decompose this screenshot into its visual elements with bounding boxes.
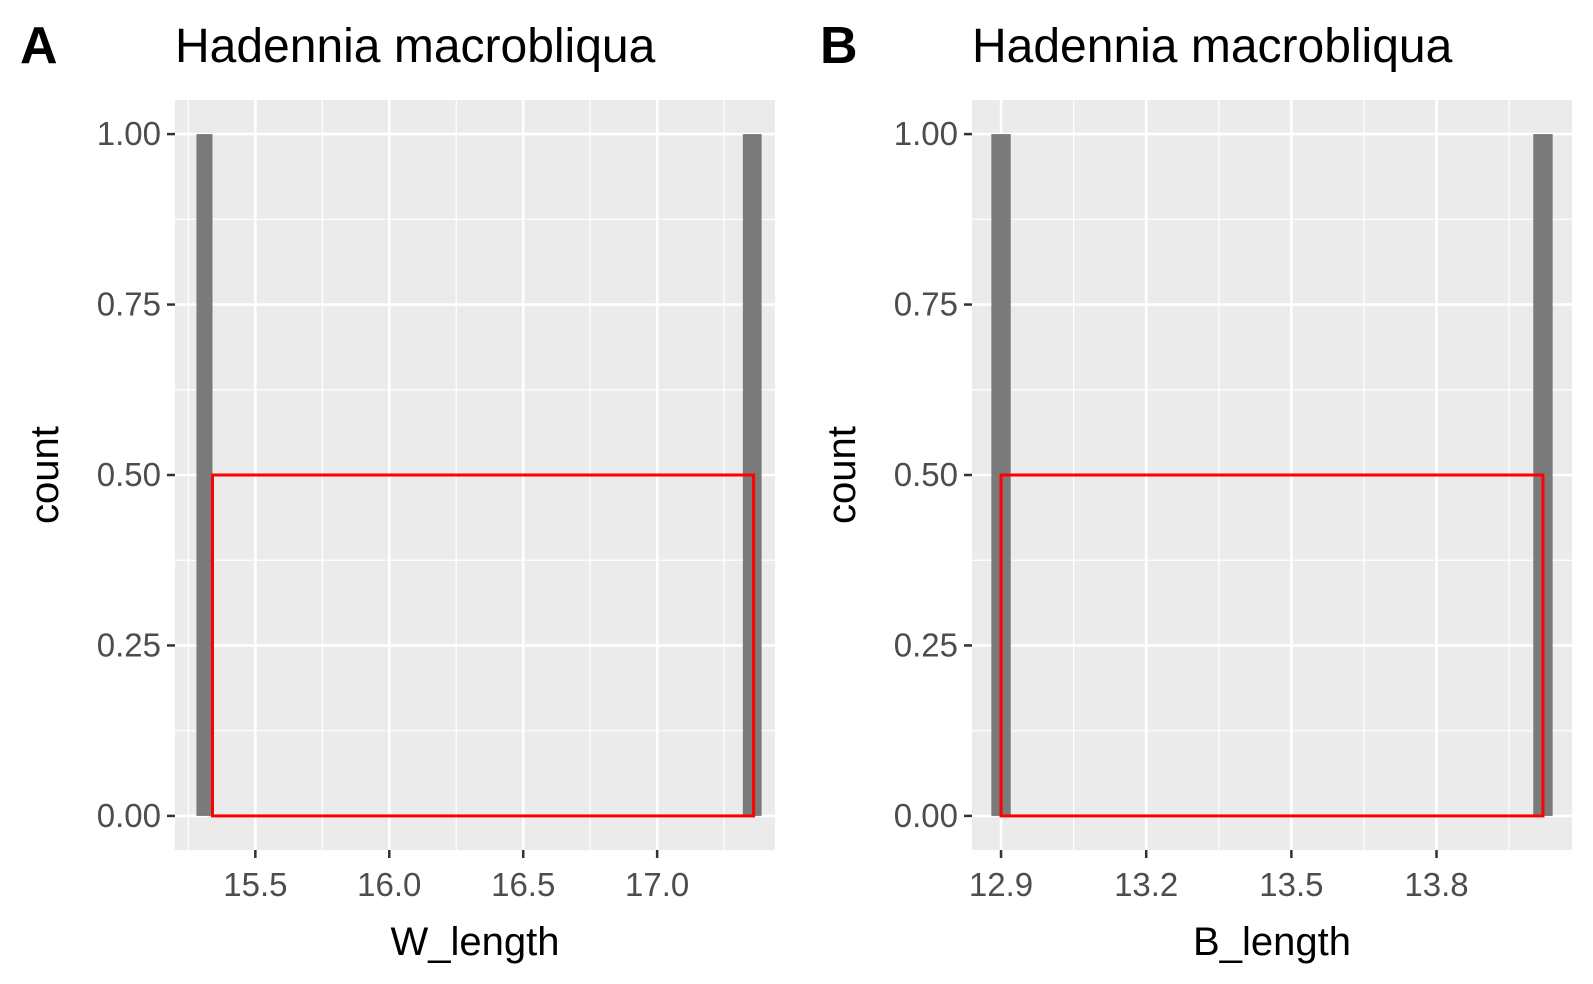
x-axis-title: B_length (1193, 920, 1351, 964)
y-tick-label: 1.00 (894, 115, 958, 152)
y-tick-label: 0.50 (894, 456, 958, 493)
x-tick-label: 13.2 (1114, 866, 1178, 903)
y-axis-title: count (820, 426, 864, 524)
y-tick-label: 0.50 (97, 456, 161, 493)
x-tick-label: 17.0 (625, 866, 689, 903)
y-tick-label: 0.25 (97, 626, 161, 663)
y-tick-label: 0.00 (97, 797, 161, 834)
chart-title: Hadennia macrobliqua (972, 20, 1453, 73)
y-tick-label: 0.25 (894, 626, 958, 663)
panel-tag: A (20, 17, 58, 75)
y-tick-label: 0.00 (894, 797, 958, 834)
panel-b: 0.00 0.25 0.50 0.75 1.00 12.9 13.2 13.5 13.8 B Had… (820, 17, 1572, 964)
panel-a: 0.00 0.25 0.50 0.75 1.00 15.5 16.0 16.5 17.0 A Had… (20, 17, 775, 964)
highlight-box (999, 473, 1545, 818)
y-tick-label: 0.75 (97, 286, 161, 323)
histogram-bar (196, 134, 213, 816)
x-tick-label: 16.0 (357, 866, 421, 903)
x-axis-title: W_length (391, 920, 560, 964)
x-tick-label: 13.8 (1404, 866, 1468, 903)
x-tick-label: 16.5 (491, 866, 555, 903)
x-tick-label: 13.5 (1259, 866, 1323, 903)
highlight-box (211, 473, 756, 818)
chart-title: Hadennia macrobliqua (175, 20, 656, 73)
panel-tag: B (820, 17, 858, 75)
x-tick-label: 15.5 (223, 866, 287, 903)
x-tick-label: 12.9 (969, 866, 1033, 903)
y-tick-label: 1.00 (97, 115, 161, 152)
y-axis-title: count (23, 426, 67, 524)
y-tick-label: 0.75 (894, 286, 958, 323)
